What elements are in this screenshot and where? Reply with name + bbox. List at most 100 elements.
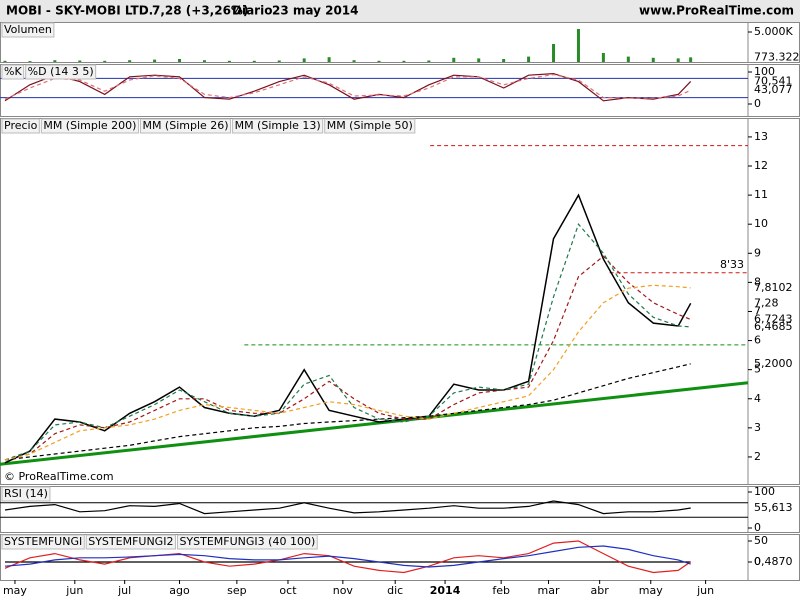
volume-bar (352, 60, 356, 62)
panel-frame (0, 22, 800, 63)
volume-bar (427, 60, 431, 62)
volume-bar (527, 56, 531, 62)
quote: 7,28 (+3,26%) (152, 4, 248, 18)
legend-box (1, 22, 55, 38)
legend-entry: %D (14 3 5) (28, 65, 94, 78)
volume-bar (626, 56, 630, 62)
header-bar (0, 0, 800, 22)
volume-bar (28, 61, 32, 62)
x-tick-label: oct (279, 584, 297, 597)
x-tick-label: nov (333, 584, 354, 597)
level-label: 8'33 (720, 258, 744, 271)
series-line (4, 255, 691, 461)
series-line (4, 540, 692, 574)
legend-box (85, 534, 176, 550)
series-line (4, 72, 692, 102)
volume-bar (452, 57, 456, 62)
series-line (4, 545, 691, 568)
date: 23 may 2014 (272, 4, 359, 18)
last-value-label: 70,541 (754, 74, 793, 87)
last-value-label: 43,077 (754, 83, 793, 96)
x-tick-label: abr (591, 584, 610, 597)
volume-bar (502, 59, 506, 62)
legend-box (40, 118, 139, 134)
volume-bar (227, 60, 231, 62)
volume-bar (103, 60, 107, 62)
volume-bar (78, 60, 82, 62)
legend-entry: RSI (14) (4, 487, 48, 500)
volume-bar (576, 29, 580, 63)
legend-entry: SYSTEMFUNGI3 (40 100) (179, 535, 315, 548)
legend-box (176, 534, 318, 550)
volume-bar (377, 60, 381, 62)
last-value-label: 773.322 (754, 50, 800, 63)
y-tick-label: 5.000K (754, 25, 793, 38)
panel-frame (0, 64, 800, 117)
last-value-label: 7,8102 (754, 281, 793, 294)
legend-box (25, 64, 97, 80)
x-tick-label: jun (696, 584, 714, 597)
series-line (4, 193, 692, 464)
legend-entry: MM (Simple 13) (235, 119, 321, 132)
y-tick-label: 8 (754, 275, 761, 288)
volume-bar (552, 44, 556, 62)
period: Diario (232, 4, 272, 18)
volume-bar (277, 60, 281, 62)
volume-bar (202, 60, 206, 62)
x-tick-label: may (639, 584, 663, 597)
last-value-label: 6,7243 (754, 312, 793, 325)
volume-bar (128, 60, 132, 62)
series-line (4, 363, 691, 461)
y-tick-label: 6 (754, 334, 761, 347)
volume-bar (153, 59, 157, 62)
legend-entry: MM (Simple 50) (327, 119, 413, 132)
x-tick-label: dic (387, 584, 403, 597)
y-tick-label: 4 (754, 392, 761, 405)
volume-bar (302, 58, 306, 62)
last-value-label: 55,613 (754, 501, 793, 514)
series-line (4, 500, 691, 515)
y-tick-label: 0 (754, 555, 761, 568)
legend-box (1, 118, 40, 134)
y-tick-label: 11 (754, 188, 768, 201)
series-line (4, 284, 691, 461)
series-line (4, 223, 691, 461)
volume-bar (601, 53, 605, 62)
legend-box (324, 118, 416, 134)
volume-bar (402, 60, 406, 62)
x-tick-label: 2014 (430, 584, 461, 597)
legend-box (139, 118, 232, 134)
site: www.ProRealTime.com (639, 4, 794, 18)
x-tick-label: ago (169, 584, 190, 597)
legend-box (232, 118, 324, 134)
volume-bar (53, 60, 57, 62)
y-tick-label: 12 (754, 159, 768, 172)
y-tick-label: 100 (754, 485, 775, 498)
y-tick-label: 13 (754, 130, 768, 143)
volume-bar (651, 57, 655, 62)
series-line (4, 73, 691, 100)
legend-entry: Volumen (4, 23, 52, 36)
legend-entry: MM (Simple 200) (43, 119, 136, 132)
y-tick-label: 7 (754, 304, 761, 317)
y-tick-label: 0 (754, 521, 761, 534)
volume-bar (676, 58, 680, 62)
legend-box (1, 534, 85, 550)
legend-box (1, 486, 51, 502)
volume-bar (689, 57, 693, 62)
y-tick-label: 10 (754, 217, 768, 230)
watermark: © ProRealTime.com (4, 470, 114, 483)
volume-bar (477, 58, 481, 62)
volume-bar (3, 60, 7, 62)
last-value-label: 0,4870 (754, 555, 793, 568)
x-tick-label: feb (492, 584, 510, 597)
y-tick-label: 0 (754, 97, 761, 110)
last-value-label: 7,28 (754, 296, 779, 309)
x-tick-label: jun (65, 584, 83, 597)
last-value-label: 6,4685 (754, 320, 793, 333)
legend-entry: MM (Simple 26) (142, 119, 228, 132)
legend-entry: SYSTEMFUNGI2 (88, 535, 173, 548)
y-tick-label: 5 (754, 363, 761, 376)
last-value-label: 5,2000 (754, 357, 793, 370)
